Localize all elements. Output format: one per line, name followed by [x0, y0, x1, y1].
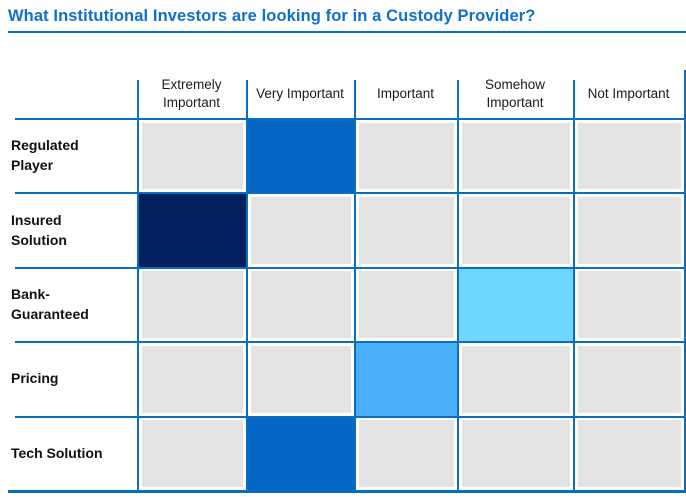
matrix-cell	[457, 118, 573, 193]
highlight-cell-fill	[459, 268, 573, 342]
cell-fill	[578, 271, 681, 339]
column-header-2: Very Important	[246, 70, 354, 118]
matrix-cell	[246, 266, 354, 342]
cell-fill	[142, 271, 243, 339]
cell-fill	[578, 196, 681, 264]
matrix-cell	[246, 192, 354, 267]
cell-fill	[359, 122, 454, 190]
row-label-cell: Pricing	[8, 341, 137, 416]
column-header-5: Not Important	[573, 70, 684, 118]
row-label: Pricing	[11, 370, 59, 387]
matrix-cell	[354, 118, 457, 193]
matrix-cell	[137, 341, 246, 416]
matrix-cell	[354, 192, 457, 267]
matrix-cell	[573, 192, 684, 267]
matrix-cell	[457, 415, 573, 490]
column-header-3: Important	[354, 70, 457, 118]
matrix-cell	[354, 266, 457, 342]
matrix-cell	[354, 341, 457, 416]
cell-fill	[578, 345, 681, 413]
cell-fill	[251, 196, 351, 264]
highlight-cell-fill	[248, 120, 354, 193]
importance-heatmap-table: Extremely Important Very Important Importa…	[8, 70, 686, 493]
row-label: Tech Solution	[11, 444, 103, 461]
page-title: What Institutional Investors are looking…	[8, 7, 536, 25]
row-label-cell: Bank-Guaranteed	[8, 266, 137, 342]
matrix-cell	[573, 118, 684, 193]
cell-fill	[251, 345, 351, 413]
cell-fill	[578, 420, 681, 487]
cell-fill	[462, 345, 570, 413]
matrix-cell	[457, 192, 573, 267]
row-label-cell: Regulated Player	[8, 118, 137, 193]
row-label: Regulated Player	[11, 137, 79, 174]
cell-fill	[359, 420, 454, 487]
matrix-cell	[457, 266, 573, 342]
matrix-cell	[246, 118, 354, 193]
cell-fill	[462, 420, 570, 487]
matrix-cell	[246, 415, 354, 490]
row-label: Insured Solution	[11, 211, 67, 248]
cell-fill	[462, 122, 570, 190]
matrix-cell	[457, 341, 573, 416]
row-label: Bank-Guaranteed	[11, 285, 89, 322]
highlight-cell-fill	[139, 194, 246, 267]
matrix-cell	[573, 341, 684, 416]
matrix-cell	[246, 341, 354, 416]
row-label-cell: Insured Solution	[8, 192, 137, 267]
cell-fill	[251, 271, 351, 339]
highlight-cell-fill	[356, 343, 457, 416]
matrix-cell	[573, 266, 684, 342]
matrix-cell	[137, 192, 246, 267]
cell-fill	[359, 271, 454, 339]
corner-cell	[8, 70, 137, 118]
cell-fill	[142, 420, 243, 487]
matrix-cell	[137, 415, 246, 490]
highlight-cell-fill	[248, 417, 354, 490]
cell-fill	[142, 122, 243, 190]
matrix-cell	[137, 266, 246, 342]
matrix-cell	[354, 415, 457, 490]
row-label-cell: Tech Solution	[8, 415, 137, 490]
cell-fill	[142, 345, 243, 413]
column-header-1: Extremely Important	[137, 70, 246, 118]
title-underline	[8, 31, 686, 33]
matrix-cell	[573, 415, 684, 490]
matrix-cell	[137, 118, 246, 193]
cell-fill	[462, 196, 570, 264]
cell-fill	[359, 196, 454, 264]
cell-fill	[578, 122, 681, 190]
column-header-4: Somehow Important	[457, 70, 573, 118]
